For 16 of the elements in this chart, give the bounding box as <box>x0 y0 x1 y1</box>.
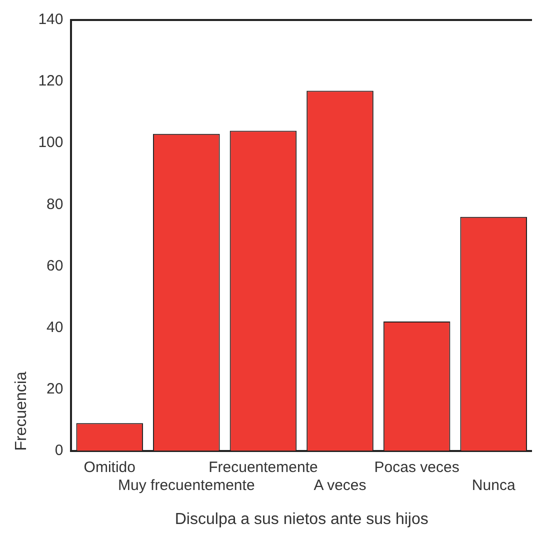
x-tick-label: Frecuentemente <box>208 458 318 476</box>
y-tick-label: 140 <box>38 11 64 28</box>
x-axis-title: Disculpa a sus nietos ante sus hijos <box>174 510 428 528</box>
y-tick-label: 60 <box>46 257 64 274</box>
x-tick-label: A veces <box>314 476 366 494</box>
x-tick-label: Omitido <box>84 458 136 476</box>
x-tick-label: Nunca <box>472 476 516 494</box>
y-tick-label: 40 <box>46 318 64 336</box>
y-axis-title: Frecuencia <box>13 372 30 451</box>
y-tick-label: 0 <box>54 442 64 459</box>
x-tick-label: Pocas veces <box>374 458 460 476</box>
y-tick-label: 120 <box>38 72 64 90</box>
y-tick-label: 80 <box>46 196 64 213</box>
y-tick-label: 100 <box>38 134 64 152</box>
x-tick-label: Muy frecuentemente <box>118 476 255 494</box>
y-tick-label: 20 <box>46 380 64 398</box>
